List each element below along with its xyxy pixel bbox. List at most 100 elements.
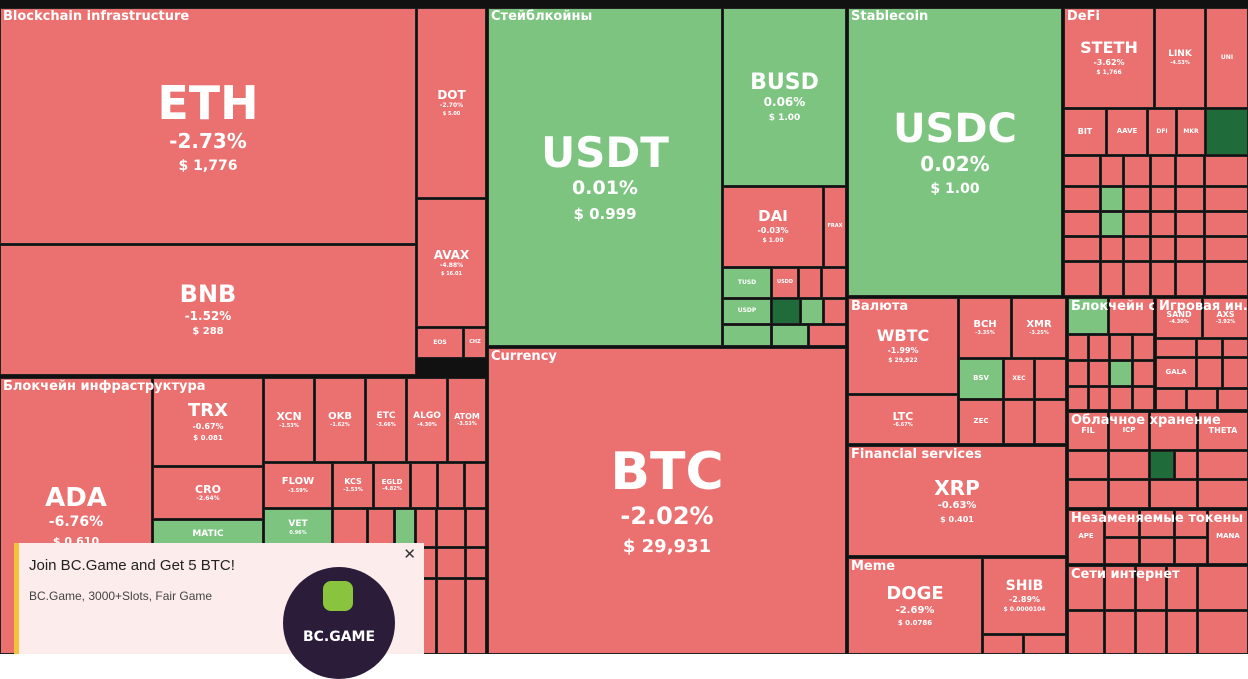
heatmap-minor-tile[interactable] bbox=[1151, 187, 1175, 211]
heatmap-minor-tile[interactable] bbox=[1064, 237, 1100, 261]
heatmap-minor-tile[interactable] bbox=[1105, 566, 1135, 610]
heatmap-minor-tile[interactable] bbox=[1064, 212, 1100, 236]
close-icon[interactable]: ✕ bbox=[403, 545, 416, 563]
heatmap-minor-tile[interactable] bbox=[1105, 611, 1135, 654]
heatmap-minor-tile[interactable] bbox=[1105, 510, 1139, 537]
heatmap-minor-tile[interactable] bbox=[1004, 400, 1034, 444]
heatmap-minor-tile[interactable] bbox=[1124, 187, 1150, 211]
heatmap-minor-tile[interactable] bbox=[1151, 262, 1175, 296]
heatmap-minor-tile[interactable] bbox=[1110, 361, 1132, 386]
heatmap-minor-tile[interactable] bbox=[1197, 358, 1222, 388]
coin-tile-sand[interactable]: SAND -4.30% bbox=[1156, 298, 1202, 338]
heatmap-minor-tile[interactable] bbox=[1198, 480, 1248, 508]
heatmap-minor-tile[interactable] bbox=[1205, 156, 1248, 186]
coin-tile-atom[interactable]: ATOM -3.53% bbox=[448, 378, 486, 462]
heatmap-minor-tile[interactable] bbox=[1133, 361, 1154, 386]
coin-tile-mana[interactable]: MANA bbox=[1208, 510, 1248, 564]
heatmap-minor-tile[interactable] bbox=[465, 463, 486, 508]
coin-tile-xrp[interactable]: XRP -0.63% $ 0.401 bbox=[848, 446, 1066, 556]
coin-tile-dai[interactable]: DAI -0.03% $ 1.00 bbox=[723, 187, 823, 267]
coin-tile-wbtc[interactable]: WBTC -1.99% $ 29,922 bbox=[848, 298, 958, 394]
coin-tile-axs[interactable]: AXS -3.92% bbox=[1203, 298, 1248, 338]
heatmap-minor-tile[interactable] bbox=[466, 509, 486, 547]
heatmap-minor-tile[interactable] bbox=[723, 325, 771, 346]
heatmap-minor-tile[interactable] bbox=[1101, 156, 1123, 186]
heatmap-minor-tile[interactable] bbox=[1035, 400, 1066, 444]
heatmap-minor-tile[interactable] bbox=[822, 268, 846, 298]
coin-tile-link[interactable]: LINK -4.53% bbox=[1155, 8, 1205, 108]
heatmap-minor-tile[interactable] bbox=[1156, 339, 1196, 357]
coin-tile-xcn[interactable]: XCN -1.53% bbox=[264, 378, 314, 462]
heatmap-minor-tile[interactable] bbox=[437, 509, 465, 547]
heatmap-minor-tile[interactable] bbox=[1223, 358, 1248, 388]
heatmap-minor-tile[interactable] bbox=[1223, 339, 1248, 357]
heatmap-minor-tile[interactable] bbox=[809, 325, 846, 346]
heatmap-minor-tile[interactable] bbox=[411, 463, 437, 508]
coin-tile-shib[interactable]: SHIB -2.89% $ 0.0000104 bbox=[983, 558, 1066, 634]
heatmap-minor-tile[interactable] bbox=[799, 268, 821, 298]
heatmap-minor-tile[interactable] bbox=[1109, 298, 1154, 334]
coin-tile-uni[interactable]: UNI bbox=[1206, 8, 1248, 108]
heatmap-minor-tile[interactable] bbox=[1068, 298, 1108, 334]
heatmap-minor-tile[interactable] bbox=[1218, 389, 1248, 410]
heatmap-minor-tile[interactable] bbox=[1167, 611, 1197, 654]
coin-tile-okb[interactable]: OKB -1.62% bbox=[315, 378, 365, 462]
heatmap-minor-tile[interactable] bbox=[1109, 451, 1149, 479]
coin-tile-doge[interactable]: DOGE -2.69% $ 0.0786 bbox=[848, 558, 982, 654]
heatmap-minor-tile[interactable] bbox=[1101, 187, 1123, 211]
heatmap-minor-tile[interactable] bbox=[466, 548, 486, 578]
heatmap-minor-tile[interactable] bbox=[1133, 335, 1154, 360]
heatmap-minor-tile[interactable] bbox=[1064, 187, 1100, 211]
heatmap-minor-tile[interactable] bbox=[1198, 611, 1248, 654]
heatmap-minor-tile[interactable] bbox=[1124, 262, 1150, 296]
ad-title[interactable]: Join BC.Game and Get 5 BTC! bbox=[29, 557, 235, 574]
heatmap-minor-tile[interactable] bbox=[333, 509, 367, 547]
heatmap-minor-tile[interactable] bbox=[1151, 237, 1175, 261]
heatmap-minor-tile[interactable] bbox=[1140, 510, 1174, 537]
heatmap-minor-tile[interactable] bbox=[1068, 480, 1108, 508]
coin-tile-eos[interactable]: EOS bbox=[417, 328, 463, 358]
heatmap-minor-tile[interactable] bbox=[1187, 389, 1217, 410]
heatmap-minor-tile[interactable] bbox=[1205, 212, 1248, 236]
coin-tile-egld[interactable]: EGLD -4.82% bbox=[374, 463, 410, 508]
heatmap-minor-tile[interactable] bbox=[416, 509, 436, 547]
heatmap-minor-tile[interactable] bbox=[1068, 566, 1104, 610]
coin-tile-cro[interactable]: CRO -2.64% bbox=[153, 467, 263, 519]
coin-tile-dot[interactable]: DOT -2.70% $ 5.00 bbox=[417, 8, 486, 198]
heatmap-minor-tile[interactable] bbox=[1176, 262, 1204, 296]
heatmap-minor-tile[interactable] bbox=[1068, 335, 1088, 360]
heatmap-minor-tile[interactable] bbox=[1197, 339, 1222, 357]
coin-tile-etc[interactable]: ETC -3.66% bbox=[366, 378, 406, 462]
heatmap-minor-tile[interactable] bbox=[1136, 611, 1166, 654]
heatmap-minor-tile[interactable] bbox=[1176, 156, 1204, 186]
coin-tile-frax[interactable]: FRAX bbox=[824, 187, 846, 267]
coin-tile-gala[interactable]: GALA bbox=[1156, 358, 1196, 388]
heatmap-minor-tile[interactable] bbox=[801, 299, 823, 324]
coin-tile-usdt[interactable]: USDT 0.01% $ 0.999 bbox=[488, 8, 722, 346]
coin-tile-kcs[interactable]: KCS -1.53% bbox=[333, 463, 373, 508]
heatmap-minor-tile[interactable] bbox=[1124, 156, 1150, 186]
coin-tile-ltc[interactable]: LTC -6.67% bbox=[848, 395, 958, 444]
heatmap-minor-tile[interactable] bbox=[437, 548, 465, 578]
heatmap-minor-tile[interactable] bbox=[368, 509, 394, 547]
heatmap-minor-tile[interactable] bbox=[1151, 212, 1175, 236]
heatmap-minor-tile[interactable] bbox=[437, 579, 465, 654]
coin-tile-icp[interactable]: ICP bbox=[1109, 412, 1149, 450]
heatmap-minor-tile[interactable] bbox=[772, 299, 800, 324]
coin-tile-theta[interactable]: THETA bbox=[1198, 412, 1248, 450]
heatmap-minor-tile[interactable] bbox=[1175, 510, 1207, 537]
coin-tile-eth[interactable]: ETH -2.73% $ 1,776 bbox=[0, 8, 416, 244]
coin-tile-bnb[interactable]: BNB -1.52% $ 288 bbox=[0, 245, 416, 375]
heatmap-minor-tile[interactable] bbox=[1167, 566, 1197, 610]
heatmap-minor-tile[interactable] bbox=[1101, 262, 1123, 296]
heatmap-minor-tile[interactable] bbox=[1205, 187, 1248, 211]
coin-tile-algo[interactable]: ALGO -4.30% bbox=[407, 378, 447, 462]
heatmap-minor-tile[interactable] bbox=[1150, 480, 1197, 508]
heatmap-minor-tile[interactable] bbox=[1105, 538, 1139, 564]
coin-tile-xmr[interactable]: XMR -3.25% bbox=[1012, 298, 1066, 358]
heatmap-minor-tile[interactable] bbox=[1205, 262, 1248, 296]
heatmap-minor-tile[interactable] bbox=[1205, 237, 1248, 261]
heatmap-minor-tile[interactable] bbox=[1064, 156, 1100, 186]
coin-tile-flow[interactable]: FLOW -3.59% bbox=[264, 463, 332, 508]
heatmap-minor-tile[interactable] bbox=[1136, 566, 1166, 610]
